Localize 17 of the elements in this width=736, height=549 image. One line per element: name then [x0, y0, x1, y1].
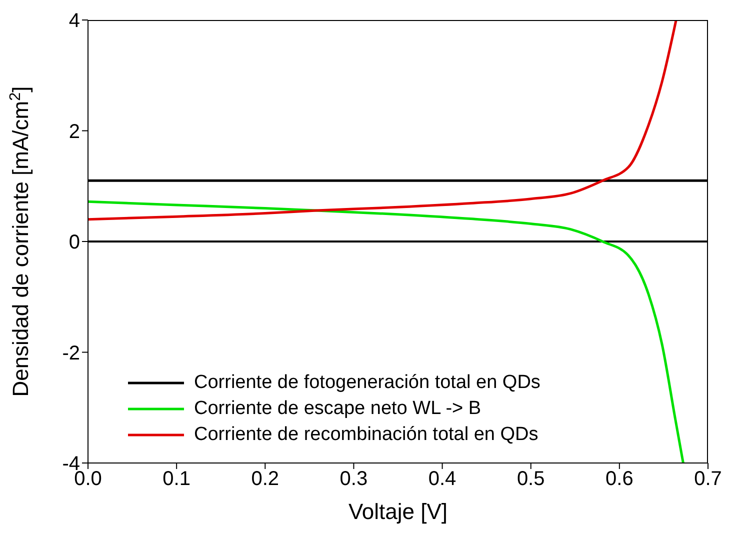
- y-tick-label: -2: [62, 342, 80, 364]
- x-tick-label: 0.3: [340, 468, 368, 490]
- line-series: [88, 20, 678, 221]
- legend-label: Corriente de fotogeneración total en QDs: [194, 371, 540, 395]
- legend-label: Corriente de recombinación total en QDs: [194, 423, 538, 447]
- x-axis-title: Voltaje [V]: [348, 499, 448, 524]
- y-tick-label: 2: [68, 120, 80, 143]
- x-tick-label: 0.2: [251, 468, 280, 490]
- legend-label: Corriente de escape neto WL -> B: [194, 397, 482, 421]
- x-tick-label: 0.5: [516, 468, 545, 490]
- x-tick-label: 0.4: [428, 468, 456, 490]
- x-tick-label: 0.1: [162, 468, 190, 490]
- line-series: [88, 200, 684, 463]
- x-tick-label: 0.7: [694, 468, 722, 490]
- x-tick-label: 0.6: [606, 468, 634, 490]
- y-tick-label: 0: [68, 232, 80, 254]
- y-tick-label: 4: [68, 10, 80, 32]
